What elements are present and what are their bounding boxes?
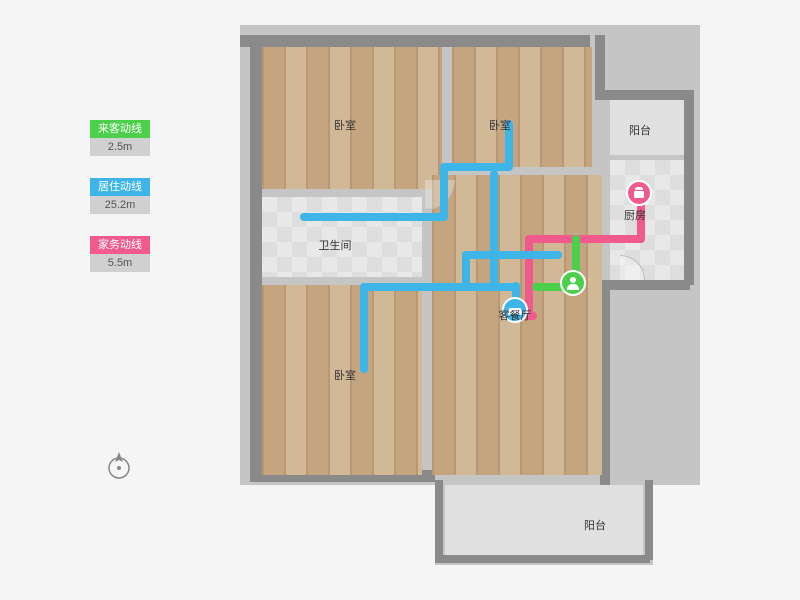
legend-panel: 来客动线 2.5m 居住动线 25.2m 家务动线 5.5m xyxy=(90,120,150,294)
path-chore xyxy=(525,235,645,243)
path-living xyxy=(462,251,562,259)
room-客餐厅 xyxy=(432,175,602,475)
wall-kitchen-bottom xyxy=(600,280,690,290)
wall-top xyxy=(240,35,590,47)
room-label: 阳台 xyxy=(629,122,651,138)
path-living xyxy=(360,283,468,291)
room-label: 厨房 xyxy=(624,207,646,223)
wall-right xyxy=(684,90,694,285)
room-卧室 xyxy=(452,47,592,167)
legend-value-living: 25.2m xyxy=(90,196,150,214)
room-label: 卧室 xyxy=(334,117,356,133)
legend-swatch-living: 居住动线 xyxy=(90,178,150,196)
room-label: 客餐厅 xyxy=(499,307,532,323)
legend-item-chore: 家务动线 5.5m xyxy=(90,236,150,272)
person-icon xyxy=(560,270,586,296)
wall-balcony-b-bottom xyxy=(435,555,650,563)
legend-value-chore: 5.5m xyxy=(90,254,150,272)
path-living xyxy=(300,213,448,221)
wall-balcony-top xyxy=(600,90,690,100)
legend-value-guest: 2.5m xyxy=(90,138,150,156)
path-living xyxy=(360,283,368,373)
wall-balcony-b-right xyxy=(645,480,653,560)
wall-left xyxy=(250,35,262,480)
pot-icon xyxy=(626,180,652,206)
legend-swatch-guest: 来客动线 xyxy=(90,120,150,138)
compass-icon xyxy=(104,450,134,480)
room-阳台 xyxy=(445,485,643,555)
room-label: 卧室 xyxy=(334,367,356,383)
room-label: 卧室 xyxy=(489,117,511,133)
path-living xyxy=(440,163,513,171)
path-living xyxy=(490,170,498,290)
path-living xyxy=(462,283,520,291)
room-label: 阳台 xyxy=(584,517,606,533)
legend-item-living: 居住动线 25.2m xyxy=(90,178,150,214)
wall-balcony-b-left xyxy=(435,480,443,560)
legend-item-guest: 来客动线 2.5m xyxy=(90,120,150,156)
floorplan-diagram: 卧室卧室阳台厨房卫生间客餐厅卧室阳台 xyxy=(240,25,700,575)
room-label: 卫生间 xyxy=(319,237,352,253)
legend-swatch-chore: 家务动线 xyxy=(90,236,150,254)
